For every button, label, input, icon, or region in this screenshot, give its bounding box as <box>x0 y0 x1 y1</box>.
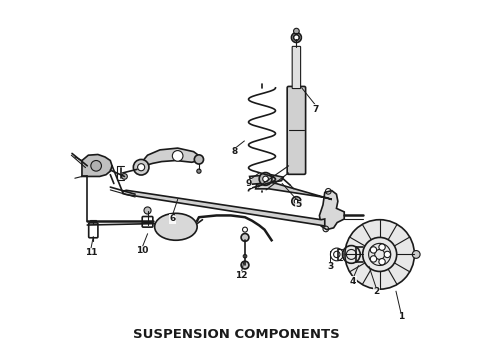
Circle shape <box>243 227 247 232</box>
Polygon shape <box>256 182 332 199</box>
Circle shape <box>379 258 385 265</box>
Polygon shape <box>122 190 325 226</box>
Circle shape <box>379 244 385 250</box>
Text: 6: 6 <box>169 215 175 224</box>
Circle shape <box>197 169 201 173</box>
Circle shape <box>263 176 269 182</box>
Ellipse shape <box>155 213 197 240</box>
Polygon shape <box>249 175 283 184</box>
Circle shape <box>412 251 420 258</box>
Text: 4: 4 <box>350 276 356 285</box>
Polygon shape <box>319 191 344 230</box>
Text: 7: 7 <box>313 105 319 114</box>
FancyBboxPatch shape <box>287 86 306 174</box>
Text: 2: 2 <box>373 287 379 296</box>
Text: SUSPENSION COMPONENTS: SUSPENSION COMPONENTS <box>133 328 340 341</box>
Text: 9: 9 <box>245 179 252 188</box>
Circle shape <box>345 220 415 289</box>
Text: 11: 11 <box>85 248 97 257</box>
Text: 1: 1 <box>398 312 404 321</box>
FancyBboxPatch shape <box>292 46 300 89</box>
Circle shape <box>91 161 101 171</box>
Circle shape <box>384 251 391 258</box>
Polygon shape <box>138 148 201 168</box>
Circle shape <box>370 247 377 253</box>
Circle shape <box>133 159 149 175</box>
Circle shape <box>294 199 298 203</box>
Polygon shape <box>82 154 112 176</box>
Circle shape <box>292 197 301 206</box>
Circle shape <box>144 207 151 214</box>
Circle shape <box>241 234 249 241</box>
Text: 3: 3 <box>327 262 333 271</box>
Circle shape <box>294 28 299 34</box>
Text: 5: 5 <box>295 200 301 209</box>
Text: 12: 12 <box>235 271 248 280</box>
Circle shape <box>259 172 272 185</box>
Circle shape <box>138 164 145 171</box>
Circle shape <box>172 150 183 161</box>
Circle shape <box>195 155 203 164</box>
Circle shape <box>122 174 127 179</box>
Text: 10: 10 <box>136 246 148 255</box>
Text: 8: 8 <box>231 147 238 156</box>
Circle shape <box>370 256 377 262</box>
Circle shape <box>241 261 249 269</box>
